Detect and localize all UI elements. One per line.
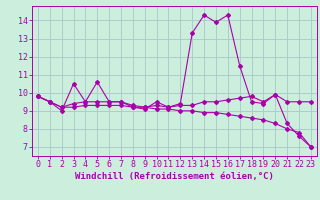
X-axis label: Windchill (Refroidissement éolien,°C): Windchill (Refroidissement éolien,°C) (75, 172, 274, 181)
